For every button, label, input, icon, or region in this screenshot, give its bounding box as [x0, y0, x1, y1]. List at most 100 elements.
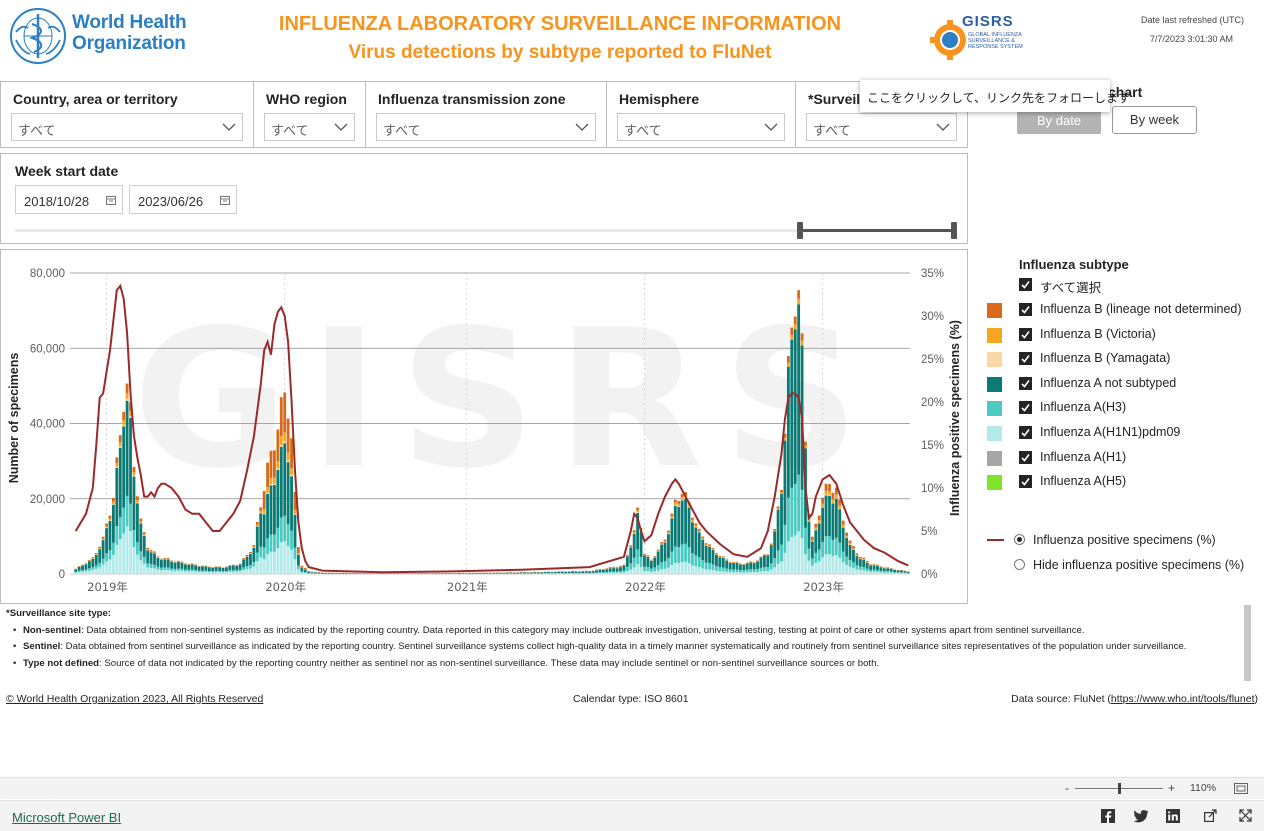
- bar-segment[interactable]: [691, 565, 694, 574]
- bar-segment[interactable]: [612, 566, 616, 568]
- bar-segment[interactable]: [252, 562, 256, 567]
- show-positive-radio[interactable]: [1014, 534, 1025, 545]
- bar-segment[interactable]: [704, 545, 708, 563]
- bar-segment[interactable]: [516, 572, 520, 574]
- bar-segment[interactable]: [235, 565, 239, 571]
- bar-segment[interactable]: [286, 452, 290, 461]
- bar-segment[interactable]: [153, 553, 156, 565]
- bar-segment[interactable]: [841, 520, 845, 525]
- bar-segment[interactable]: [766, 567, 770, 572]
- bar-segment[interactable]: [84, 563, 88, 564]
- bar-segment[interactable]: [773, 530, 777, 532]
- bar-segment[interactable]: [485, 572, 489, 574]
- bar-segment[interactable]: [793, 483, 797, 536]
- bar-segment[interactable]: [550, 572, 554, 574]
- bar-segment[interactable]: [324, 572, 328, 574]
- bar-segment[interactable]: [98, 548, 102, 549]
- bar-segment[interactable]: [715, 566, 718, 571]
- bar-segment[interactable]: [444, 573, 448, 574]
- bar-segment[interactable]: [673, 499, 677, 503]
- bar-segment[interactable]: [118, 442, 122, 447]
- bar-segment[interactable]: [293, 559, 297, 574]
- bar-segment[interactable]: [701, 568, 705, 574]
- bar-segment[interactable]: [838, 542, 842, 558]
- bar-segment[interactable]: [862, 559, 866, 568]
- bar-segment[interactable]: [105, 523, 108, 527]
- bar-segment[interactable]: [615, 571, 619, 573]
- bar-segment[interactable]: [773, 531, 777, 559]
- bar-segment[interactable]: [732, 569, 735, 573]
- bar-segment[interactable]: [848, 540, 852, 544]
- bar-segment[interactable]: [91, 567, 95, 570]
- bar-segment[interactable]: [98, 546, 102, 549]
- bar-segment[interactable]: [893, 570, 896, 573]
- bar-segment[interactable]: [615, 572, 619, 574]
- bar-segment[interactable]: [218, 567, 222, 571]
- bar-segment[interactable]: [810, 536, 814, 540]
- bar-segment[interactable]: [177, 570, 180, 574]
- bar-segment[interactable]: [824, 494, 828, 496]
- bar-segment[interactable]: [214, 570, 218, 573]
- bar-segment[interactable]: [512, 572, 516, 574]
- bar-segment[interactable]: [159, 567, 163, 571]
- bar-segment[interactable]: [149, 551, 153, 552]
- bar-segment[interactable]: [684, 561, 687, 574]
- bar-segment[interactable]: [283, 515, 287, 542]
- bar-segment[interactable]: [129, 503, 132, 532]
- bar-segment[interactable]: [701, 536, 705, 539]
- bar-segment[interactable]: [793, 329, 797, 484]
- bar-segment[interactable]: [286, 460, 290, 463]
- bar-segment[interactable]: [807, 560, 811, 574]
- bar-segment[interactable]: [290, 549, 293, 574]
- bar-segment[interactable]: [749, 562, 753, 570]
- bar-segment[interactable]: [732, 563, 735, 570]
- bar-segment[interactable]: [225, 570, 228, 573]
- bar-segment[interactable]: [711, 549, 715, 565]
- bar-segment[interactable]: [831, 499, 835, 503]
- bar-segment[interactable]: [656, 564, 660, 571]
- bar-segment[interactable]: [297, 547, 300, 554]
- bar-segment[interactable]: [245, 556, 249, 567]
- bar-segment[interactable]: [876, 565, 879, 571]
- bar-segment[interactable]: [207, 572, 211, 574]
- bar-segment[interactable]: [170, 570, 174, 574]
- bar-segment[interactable]: [276, 461, 280, 469]
- bar-segment[interactable]: [118, 435, 122, 443]
- bar-segment[interactable]: [307, 571, 311, 572]
- bar-segment[interactable]: [111, 497, 115, 502]
- bar-segment[interactable]: [180, 568, 184, 571]
- bar-segment[interactable]: [715, 553, 718, 555]
- bar-segment[interactable]: [841, 524, 845, 528]
- bar-segment[interactable]: [653, 556, 657, 558]
- bar-segment[interactable]: [201, 566, 204, 571]
- bar-segment[interactable]: [571, 573, 574, 574]
- bar-segment[interactable]: [307, 571, 311, 574]
- bar-segment[interactable]: [146, 567, 150, 574]
- bar-segment[interactable]: [749, 572, 753, 574]
- bar-segment[interactable]: [190, 563, 194, 564]
- bar-segment[interactable]: [735, 569, 739, 573]
- bar-segment[interactable]: [800, 333, 804, 341]
- bar-segment[interactable]: [649, 568, 653, 572]
- bar-segment[interactable]: [793, 535, 797, 574]
- bar-segment[interactable]: [129, 531, 132, 574]
- bar-segment[interactable]: [125, 383, 129, 394]
- bar-segment[interactable]: [74, 572, 78, 574]
- bar-segment[interactable]: [269, 484, 273, 486]
- bar-segment[interactable]: [831, 492, 835, 500]
- bar-segment[interactable]: [855, 556, 859, 566]
- bar-segment[interactable]: [667, 557, 670, 568]
- bar-segment[interactable]: [266, 538, 269, 554]
- bar-segment[interactable]: [488, 572, 492, 574]
- bar-segment[interactable]: [105, 526, 108, 528]
- bar-segment[interactable]: [310, 571, 314, 573]
- chart-bars[interactable]: [74, 290, 910, 574]
- bar-segment[interactable]: [646, 567, 650, 572]
- bar-segment[interactable]: [694, 527, 698, 556]
- bar-segment[interactable]: [297, 565, 300, 570]
- bar-segment[interactable]: [663, 539, 667, 541]
- bar-segment[interactable]: [204, 571, 208, 574]
- bar-segment[interactable]: [190, 569, 194, 572]
- bar-segment[interactable]: [691, 553, 694, 566]
- notes-scrollbar[interactable]: [1244, 605, 1251, 681]
